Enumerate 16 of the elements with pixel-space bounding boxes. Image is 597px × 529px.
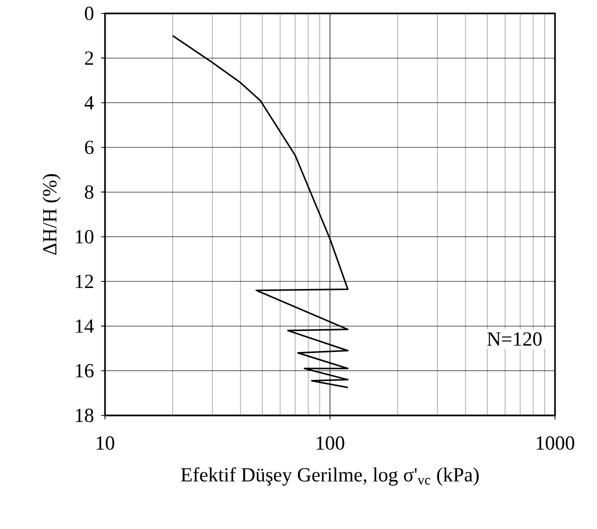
y-tick-label: 4 [84,96,94,110]
y-tick-label: 6 [85,140,94,154]
y-tick-label: 18 [76,408,94,422]
x-tick-label: 100 [316,436,344,450]
y-tick-label: 8 [84,185,94,199]
y-axis-title: ΔH/H (%) [42,174,61,255]
y-tick-label: 12 [76,274,94,288]
y-tick-label: 2 [85,51,94,64]
y-tick-label: 14 [76,319,94,332]
y-tick-label: 16 [76,364,94,378]
y-tick-label: 0 [84,6,94,20]
annotation: N=120 [487,332,542,346]
x-axis-title: Efektif Düşey Gerilme, log σ'$_{vc}$ (kPa) [181,467,479,486]
x-tick-label: 1000 [536,436,574,450]
x-tick-label: 10 [96,436,114,450]
y-tick-label: 10 [76,230,94,244]
